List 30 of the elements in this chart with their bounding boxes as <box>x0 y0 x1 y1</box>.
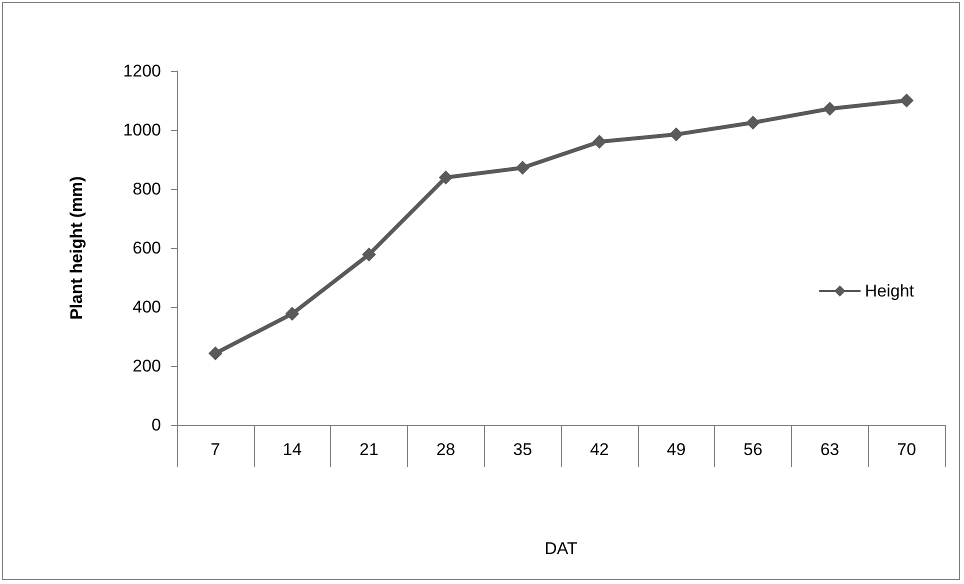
y-tick-label: 600 <box>132 238 161 258</box>
y-tick-label: 1200 <box>123 62 161 80</box>
point <box>362 247 376 262</box>
point <box>900 94 914 108</box>
y-tick-label: 800 <box>132 180 161 198</box>
legend-label: Height <box>864 282 914 300</box>
x-axis-title: DAT <box>544 539 578 558</box>
x-tick-label: 63 <box>820 440 840 459</box>
x-tick-label: 70 <box>897 440 916 459</box>
y-axis-title: Plant height (mm) <box>67 176 86 320</box>
y-tick-label: 0 <box>152 416 161 434</box>
y-tick-label: 200 <box>132 356 161 376</box>
point <box>285 306 300 321</box>
x-tick-label: 21 <box>360 440 378 459</box>
point <box>208 346 222 360</box>
x-tick-label: 35 <box>513 440 532 459</box>
x-tick-label: 14 <box>282 440 302 459</box>
x-tick-label: 49 <box>666 440 686 459</box>
y-tick-label: 1000 <box>123 120 161 140</box>
x-tick-label: 56 <box>744 440 762 459</box>
point <box>592 134 606 149</box>
x-tick-label: 7 <box>210 440 220 459</box>
point <box>516 160 530 175</box>
point <box>438 170 453 184</box>
x-tick-label: 28 <box>436 440 456 459</box>
point <box>669 127 684 142</box>
point <box>822 102 837 116</box>
x-tick-label: 42 <box>590 440 609 459</box>
y-tick-label: 400 <box>132 298 161 316</box>
point <box>746 116 760 130</box>
